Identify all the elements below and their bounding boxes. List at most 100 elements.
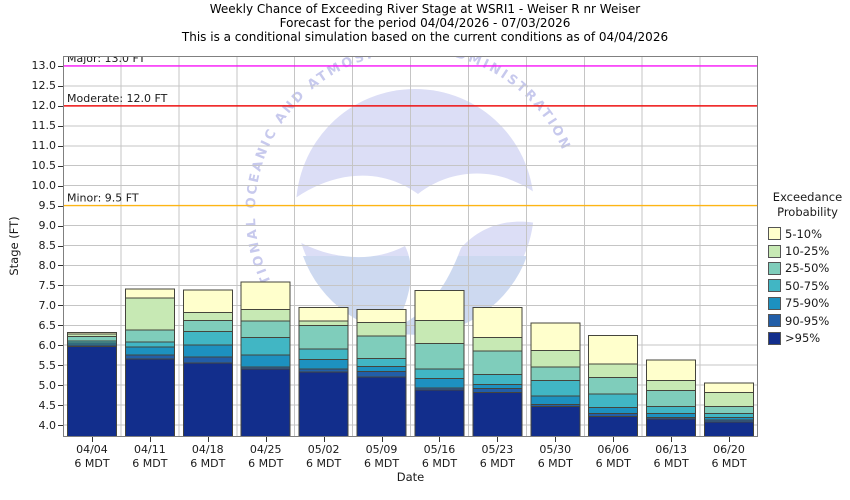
bar-segment-06/13-75-90% [646, 412, 697, 418]
y-tick-label: 4.0 [38, 418, 57, 432]
y-tick-mark [58, 325, 63, 327]
bar-segment-04/25-75-90% [240, 354, 291, 368]
bar-segment-05/09-10-25% [356, 322, 407, 337]
bar-segment-05/16-75-90% [414, 377, 465, 389]
x-tick-date: 06/06 [597, 443, 630, 456]
x-tick-label: 04/11 6 MDT [121, 443, 179, 470]
y-axis-title: Stage (FT) [7, 216, 21, 276]
y-tick-mark [58, 185, 63, 187]
bar-segment-06/06-25-50% [588, 377, 639, 395]
noaa-seagull [269, 173, 575, 328]
x-tick-label: 05/02 6 MDT [295, 443, 353, 470]
y-tick-mark [58, 345, 63, 347]
threshold-label-moderate: Moderate: 12.0 FT [67, 92, 168, 105]
bar-segment-06/20-10-25% [704, 392, 755, 408]
x-tick-mark [613, 437, 615, 442]
bar-segment-05/23-90-95% [472, 388, 523, 394]
y-tick-label: 9.0 [38, 219, 57, 233]
x-tick-date: 06/13 [655, 443, 687, 456]
bar-segment-05/30-50-75% [530, 380, 581, 397]
y-tick-mark [58, 405, 63, 407]
x-tick-date: 04/25 [249, 443, 282, 456]
bar-segment-05/02-10-25% [298, 320, 349, 326]
legend-swatch [768, 244, 781, 258]
y-tick-label: 8.0 [38, 258, 57, 272]
bar-segment-05/30->95% [530, 406, 581, 438]
legend-title: Exceedance Probability [772, 190, 843, 219]
bar-segment-06/20-50-75% [704, 412, 755, 418]
bar-segment-04/25-10-25% [240, 309, 291, 322]
x-tick-label: 04/18 6 MDT [179, 443, 237, 470]
x-tick-mark [323, 437, 325, 442]
x-tick-date: 04/18 [191, 443, 224, 456]
bar-segment-04/18-5-10% [182, 289, 233, 314]
legend-entry-label: 50-75% [785, 278, 830, 293]
legend-entry-75-90%: 75-90% [765, 295, 850, 312]
x-tick-label: 04/04 6 MDT [63, 443, 121, 470]
bar-segment-04/11-75-90% [124, 346, 175, 356]
x-tick-time: 6 MDT [653, 456, 689, 470]
bar-segment-06/20-25-50% [704, 406, 755, 414]
bar-segment-05/02-50-75% [298, 348, 349, 361]
bars [66, 281, 755, 438]
x-tick-mark [497, 437, 499, 442]
legend-swatch [768, 261, 781, 275]
legend-swatch [768, 296, 781, 310]
x-tick-time: 6 MDT [190, 456, 226, 470]
plot-border [63, 56, 758, 437]
y-tick-label: 12.5 [31, 79, 57, 93]
noaa-watermark: NOAA NATIONAL OCEANIC AND ATMOSPHERIC AD… [244, 41, 575, 335]
legend-swatch [768, 314, 781, 328]
legend-entry-label: 75-90% [785, 296, 830, 311]
x-tick-label: 06/20 6 MDT [700, 443, 758, 470]
bar-segment-04/11->95% [124, 358, 175, 438]
y-tick-label: 6.0 [38, 338, 57, 352]
x-tick-date: 06/20 [713, 443, 745, 456]
legend-entry-90-95%: 90-95% [765, 312, 850, 329]
x-tick-date: 05/02 [307, 443, 340, 456]
x-tick-time: 6 MDT [306, 456, 342, 470]
bar-segment-06/06-50-75% [588, 393, 639, 408]
x-tick-time: 6 MDT [537, 456, 573, 470]
bar-segment-04/11-50-75% [124, 341, 175, 348]
plot-area: NOAA NATIONAL OCEANIC AND ATMOSPHERIC AD… [63, 41, 758, 438]
bar-segment-06/06-10-25% [588, 363, 639, 379]
bar-segment-05/16->95% [414, 389, 465, 438]
bar-segment-04/04->95% [66, 345, 117, 438]
y-tick-mark [58, 145, 63, 147]
bar-segment-05/02->95% [298, 371, 349, 438]
bar-segment-05/09-75-90% [356, 365, 407, 373]
legend-entry-label: 25-50% [785, 261, 830, 276]
x-tick-time: 6 MDT [479, 456, 515, 470]
bar-segment-04/18-10-25% [182, 312, 233, 322]
y-tick-label: 12.0 [31, 99, 57, 113]
legend-entry-label: 5-10% [785, 226, 823, 241]
bar-segment-04/04-25-50% [66, 335, 117, 342]
legend-swatch [768, 279, 781, 293]
y-tick-label: 10.5 [31, 159, 57, 173]
legend-entries: 5-10% 10-25% 25-50% 50-75% 75-90% 90-95% >95% [765, 225, 850, 347]
y-tick-mark [58, 205, 63, 207]
bar-segment-05/23-10-25% [472, 337, 523, 352]
x-tick-mark [729, 437, 731, 442]
bar-segment-04/11-5-10% [124, 288, 175, 299]
threshold-label-minor: Minor: 9.5 FT [67, 192, 139, 205]
x-tick-label: 05/09 6 MDT [353, 443, 411, 470]
x-tick-time: 6 MDT [74, 456, 110, 470]
threshold-label-major: Major: 13.0 FT [67, 56, 146, 65]
title-block: Weekly Chance of Exceeding River Stage a… [0, 2, 850, 44]
legend-swatch [768, 227, 781, 241]
bar-segment-06/13-10-25% [646, 380, 697, 392]
bar-segment-05/16-10-25% [414, 320, 465, 345]
y-tick-mark [58, 305, 63, 307]
bar-segment-05/09-5-10% [356, 309, 407, 324]
y-tick-mark [58, 245, 63, 247]
bar-segment-04/25->95% [240, 368, 291, 438]
x-tick-time: 6 MDT [711, 456, 747, 470]
bar-segment-04/18-75-90% [182, 344, 233, 358]
bar-segment-04/18->95% [182, 362, 233, 438]
bar-segment-05/16-50-75% [414, 368, 465, 379]
bar-segment-04/04-5-10% [66, 331, 117, 335]
legend-entry-label: >95% [785, 331, 821, 346]
chart-note: This is a conditional simulation based o… [181, 30, 669, 44]
